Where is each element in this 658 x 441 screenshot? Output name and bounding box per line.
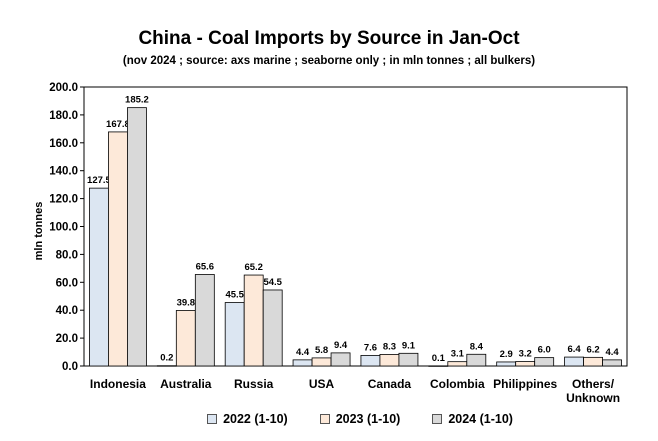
x-tick-label: USA <box>309 377 335 391</box>
data-label: 2.9 <box>500 349 513 360</box>
y-tick-label: 60.0 <box>56 277 78 289</box>
bar <box>564 356 584 367</box>
bar <box>379 354 400 367</box>
data-label: 4.4 <box>296 347 310 358</box>
y-tick-label: 120.0 <box>49 194 78 206</box>
bar <box>311 357 332 367</box>
y-tick-label: 140.0 <box>49 166 78 178</box>
legend-swatch-2022 <box>207 414 218 424</box>
y-tick-label: 40.0 <box>56 305 78 317</box>
legend-label-2022: 2022 (1-10) <box>223 412 288 426</box>
legend-label-2024: 2024 (1-10) <box>448 412 513 426</box>
bar <box>262 289 283 367</box>
legend-item: 2024 (1-10) <box>432 411 513 427</box>
legend-item: 2022 (1-10) <box>207 411 288 427</box>
data-label: 45.5 <box>225 290 244 301</box>
bar <box>515 361 536 367</box>
chart-subtitle: (nov 2024 ; source: axs marine ; seaborn… <box>122 55 536 67</box>
plot-area-frame <box>83 86 628 367</box>
data-label: 9.1 <box>402 340 416 351</box>
bar <box>175 310 196 367</box>
bar <box>127 107 147 367</box>
x-tick-label: Others/ <box>572 377 615 391</box>
y-tick-label: 180.0 <box>49 110 78 122</box>
data-label: 9.4 <box>334 340 348 351</box>
data-label: 0.2 <box>160 353 173 364</box>
bar <box>89 187 109 367</box>
data-label: 0.1 <box>432 353 446 364</box>
bar <box>156 365 177 367</box>
bar <box>496 361 517 367</box>
x-tick-label: Russia <box>234 377 274 391</box>
y-tick-label: 200.0 <box>49 82 78 94</box>
bar <box>243 274 264 367</box>
data-label: 6.0 <box>538 345 551 356</box>
bar <box>292 359 313 367</box>
data-label: 6.2 <box>586 344 599 355</box>
y-tick-label: 160.0 <box>49 138 78 150</box>
legend-item: 2023 (1-10) <box>319 411 401 427</box>
data-label: 3.1 <box>451 349 465 360</box>
bar <box>534 357 555 367</box>
data-label: 185.2 <box>125 95 149 106</box>
y-tick-label: 20.0 <box>56 333 78 345</box>
bar <box>583 356 603 367</box>
data-label: 8.3 <box>383 341 396 352</box>
data-label: 4.4 <box>605 347 619 358</box>
data-label: 8.4 <box>470 341 484 352</box>
legend-swatch-2023 <box>319 414 330 424</box>
x-tick-label: Indonesia <box>90 377 146 391</box>
bar <box>108 131 128 367</box>
x-tick-label: Colombia <box>430 377 485 391</box>
bar <box>224 302 245 367</box>
x-tick-label: Unknown <box>566 391 620 405</box>
bar <box>428 365 449 367</box>
data-label: 7.6 <box>364 342 377 353</box>
bar <box>602 359 622 367</box>
bar <box>330 352 351 367</box>
bar <box>194 274 215 367</box>
data-label: 65.6 <box>196 261 215 272</box>
y-tick-label: 0.0 <box>62 361 78 373</box>
data-label: 6.4 <box>567 344 581 355</box>
data-label: 167.8 <box>106 119 130 130</box>
data-label: 65.2 <box>244 262 263 273</box>
x-tick-label: Canada <box>368 377 412 391</box>
data-label: 127.5 <box>87 175 111 186</box>
data-label: 54.5 <box>263 277 282 288</box>
legend: 2022 (1-10) 2023 (1-10) 2024 (1-10) <box>150 411 570 427</box>
y-tick-label: 100.0 <box>49 222 78 234</box>
legend-label-2023: 2023 (1-10) <box>335 412 401 426</box>
legend-swatch-2024 <box>432 414 443 424</box>
bar <box>447 361 468 367</box>
x-tick-label: Australia <box>160 377 212 391</box>
chart-title: China - Coal Imports by Source in Jan-Oc… <box>138 28 520 49</box>
x-tick-label: Philippines <box>493 377 557 391</box>
data-label: 39.8 <box>177 297 196 308</box>
y-tick-label: 80.0 <box>56 249 78 261</box>
bar <box>466 353 487 367</box>
data-label: 5.8 <box>315 345 328 356</box>
data-label: 3.2 <box>519 349 532 360</box>
bar <box>360 354 381 367</box>
bar <box>398 352 419 367</box>
